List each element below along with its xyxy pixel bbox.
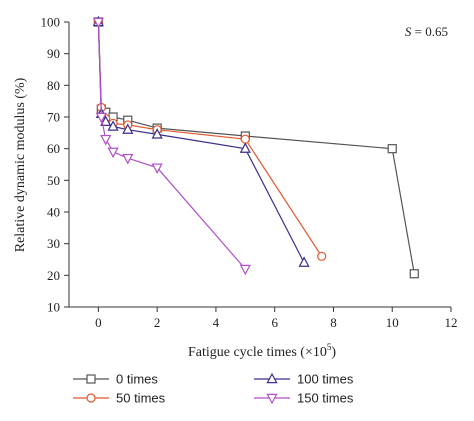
y-tick-label: 60 bbox=[47, 141, 60, 156]
y-tick-label: 30 bbox=[47, 236, 60, 251]
annotation-symbol: S bbox=[405, 24, 412, 39]
data-point bbox=[240, 134, 250, 144]
legend-marker bbox=[86, 393, 96, 403]
y-tick-label: 10 bbox=[47, 300, 60, 315]
data-point bbox=[107, 147, 119, 159]
y-tick-label: 100 bbox=[41, 15, 61, 30]
annotation-s-value: S = 0.65 bbox=[405, 24, 448, 39]
legend-item: 150 times bbox=[254, 391, 354, 406]
data-point bbox=[298, 256, 310, 267]
legend-item: 0 times bbox=[73, 372, 158, 387]
data-point bbox=[387, 144, 397, 154]
legend-label: 100 times bbox=[297, 372, 354, 387]
series-3 bbox=[92, 15, 310, 267]
annotation-value: = 0.65 bbox=[411, 24, 448, 39]
data-point bbox=[122, 153, 134, 165]
x-tick-label: 6 bbox=[271, 315, 278, 330]
x-tick-label: 4 bbox=[213, 315, 220, 330]
data-point bbox=[151, 128, 163, 139]
x-axis-title: Fatigue cycle times (×105) bbox=[188, 342, 336, 360]
data-point bbox=[122, 123, 134, 134]
y-tick-label: 40 bbox=[47, 205, 60, 220]
data-point bbox=[107, 120, 119, 131]
legend-label: 150 times bbox=[297, 391, 354, 406]
legend-marker bbox=[266, 393, 278, 405]
x-tick-label: 8 bbox=[330, 315, 337, 330]
series-layer bbox=[92, 15, 419, 279]
legend-marker bbox=[86, 374, 96, 384]
series-2 bbox=[93, 17, 327, 261]
series-1 bbox=[93, 17, 419, 279]
y-tick-label: 50 bbox=[47, 173, 60, 188]
series-line bbox=[97, 21, 305, 263]
y-tick-label: 90 bbox=[47, 46, 60, 61]
x-axis-title-main: Fatigue cycle times (×10 bbox=[188, 345, 327, 360]
legend-label: 50 times bbox=[116, 391, 166, 406]
data-point bbox=[239, 142, 251, 153]
data-point bbox=[95, 112, 107, 124]
data-point bbox=[409, 269, 419, 279]
legend-item: 100 times bbox=[254, 372, 354, 387]
data-point bbox=[100, 115, 112, 126]
legend: 0 times 50 times 100 times 150 times bbox=[73, 372, 354, 406]
x-tick-label: 12 bbox=[445, 315, 458, 330]
x-tick-label: 0 bbox=[95, 315, 102, 330]
data-point bbox=[239, 264, 251, 276]
data-point bbox=[317, 251, 327, 261]
series-4 bbox=[92, 17, 251, 276]
legend-marker bbox=[266, 372, 278, 384]
y-tick-label: 70 bbox=[47, 110, 60, 125]
data-point bbox=[92, 17, 104, 29]
x-axis-title-superscript: 5 bbox=[327, 342, 332, 352]
data-point bbox=[100, 134, 112, 146]
axes: 10 20 30 40 50 60 70 80 90 100 0 2 4 6 8 10 12 bbox=[41, 15, 458, 331]
x-tick-label: 10 bbox=[386, 315, 399, 330]
y-tick-label: 20 bbox=[47, 268, 60, 283]
legend-item: 50 times bbox=[73, 391, 166, 406]
x-axis-title-end: ) bbox=[331, 345, 336, 360]
data-point bbox=[151, 163, 163, 174]
series-line bbox=[97, 21, 415, 274]
y-tick-label: 80 bbox=[47, 78, 60, 93]
y-axis-title: Relative dynamic modulus (%) bbox=[13, 77, 28, 252]
legend-label: 0 times bbox=[116, 372, 158, 387]
x-tick-label: 2 bbox=[154, 315, 161, 330]
